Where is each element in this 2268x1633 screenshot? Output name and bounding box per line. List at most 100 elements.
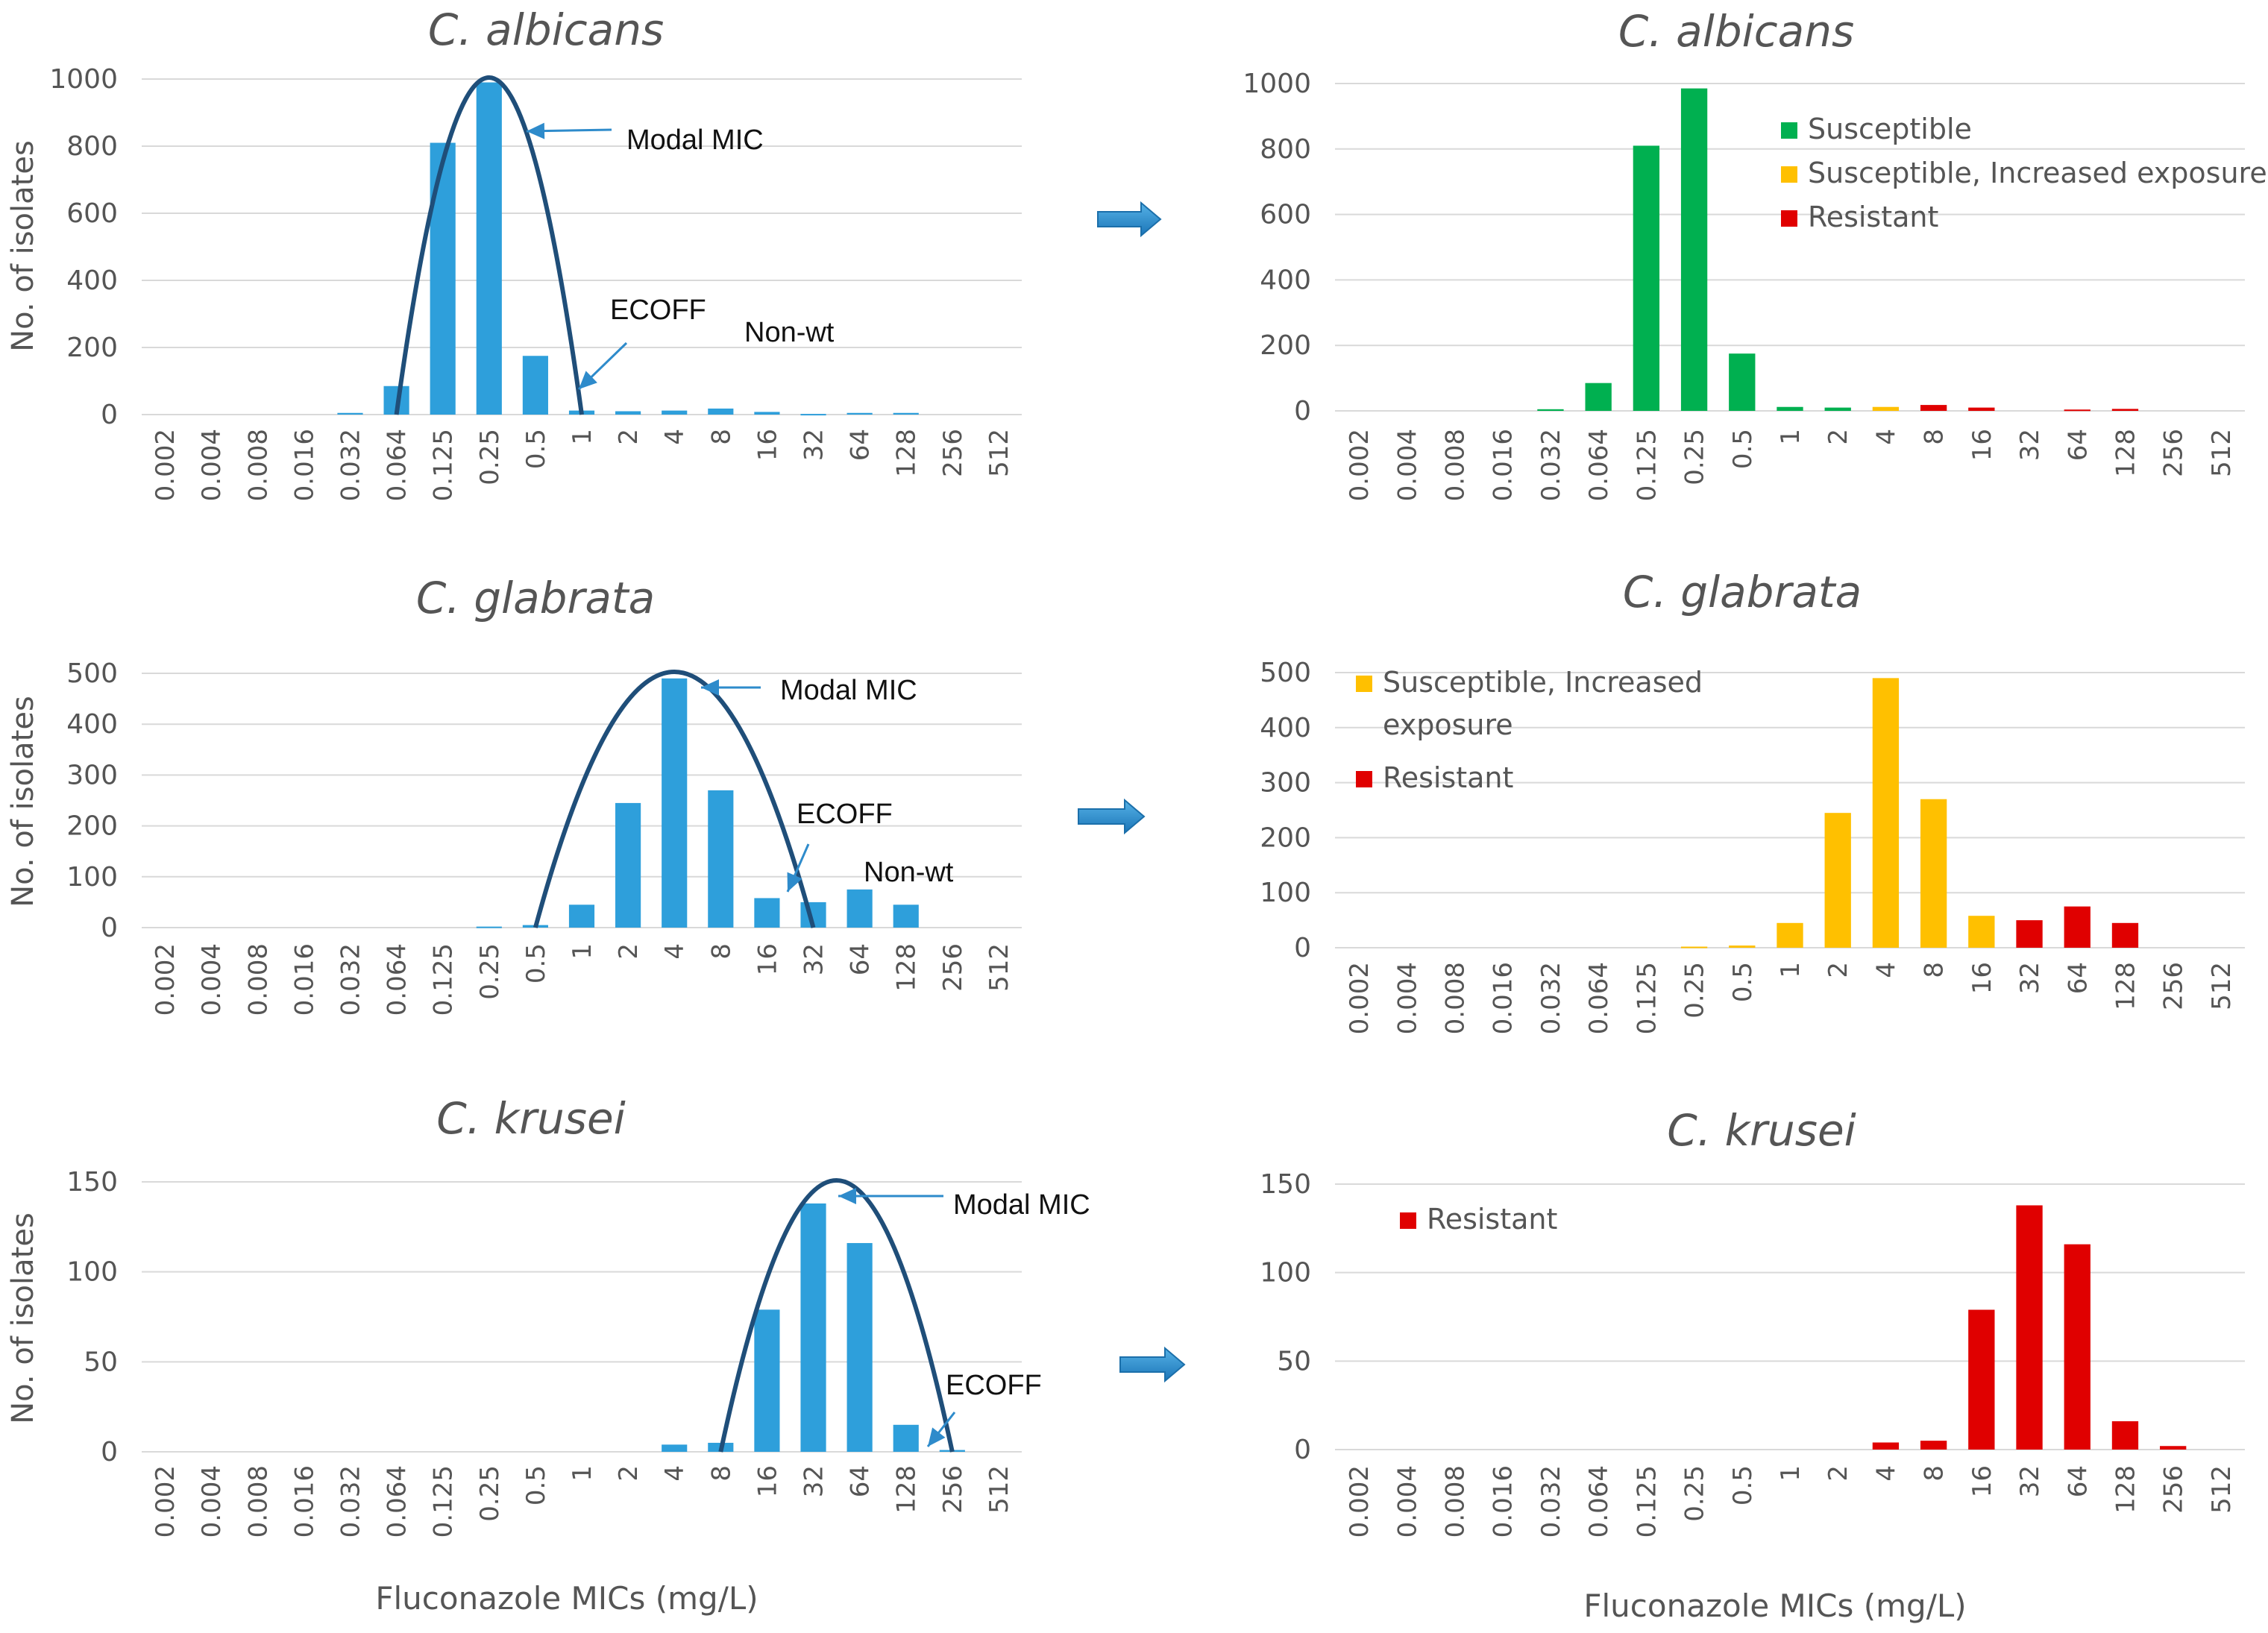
y-tick-label: 300 (1260, 768, 1311, 799)
bar-0.064 (1585, 383, 1612, 411)
y-tick-label: 100 (1260, 878, 1311, 908)
bar-8 (1920, 405, 1947, 411)
x-axis-label: Fluconazole MICs (mg/L) (1583, 1588, 1966, 1624)
y-axis-label: No. of isolates (6, 140, 40, 352)
annotation-label: Modal MIC (780, 675, 917, 706)
bar-8 (1920, 1441, 1947, 1450)
y-tick-label: 400 (1260, 713, 1311, 743)
x-tick-label: 8 (1920, 1465, 1950, 1482)
y-axis-label: No. of isolates (6, 1212, 40, 1424)
y-tick-label: 600 (1260, 200, 1311, 230)
chart-title: C. albicans (428, 4, 664, 55)
bar-128 (893, 1424, 919, 1452)
x-tick-label: 128 (892, 1465, 922, 1514)
x-tick-label: 0.016 (1489, 1465, 1518, 1538)
x-tick-label: 16 (1967, 1465, 1997, 1497)
legend-label: Susceptible (1808, 113, 1972, 145)
x-tick-label: 0.064 (1584, 1465, 1614, 1538)
x-tick-label: 256 (938, 1465, 968, 1514)
legend-label: Resistant (1808, 201, 1938, 233)
x-tick-label: 0.5 (1728, 429, 1758, 469)
bar-64 (2064, 1244, 2090, 1450)
y-tick-label: 150 (1260, 1169, 1311, 1200)
x-tick-label: 0.008 (1441, 1465, 1471, 1538)
bar-4 (1872, 1442, 1900, 1450)
y-tick-label: 300 (66, 760, 118, 790)
bar-128 (893, 412, 919, 415)
x-tick-label: 1 (1776, 962, 1806, 978)
legend-swatch (1356, 676, 1372, 692)
arrowhead-icon (527, 122, 545, 139)
x-tick-label: 1 (1776, 429, 1806, 445)
x-tick-label: 2 (614, 1465, 644, 1482)
chart-glabrata-breakpoints: 0 100 200 300 400 500 0.002 0.004 0.008 0.016 0.03… (1260, 567, 2245, 1034)
chart-title: C. glabrata (416, 573, 655, 623)
chart-albicans-ecoff: 0 200 400 600 800 1000 0.002 0.004 0.008 0.016 0.0… (6, 4, 1022, 501)
x-tick-label: 0.008 (1441, 429, 1471, 501)
x-tick-label: 64 (2063, 429, 2093, 461)
x-tick-label: 0.125 (1632, 1465, 1662, 1538)
annotation-label: Modal MIC (953, 1189, 1090, 1221)
x-tick-label: 256 (2159, 1465, 2189, 1514)
legend-swatch (1781, 210, 1797, 227)
legend-swatch (1781, 166, 1797, 183)
x-tick-label: 64 (846, 943, 876, 975)
x-tick-label: 64 (846, 1465, 876, 1497)
bar-0.5 (522, 356, 548, 415)
x-tick-label: 0.5 (521, 943, 551, 984)
x-tick-label: 0.032 (1536, 1465, 1566, 1538)
chart-title: C. glabrata (1623, 567, 1862, 617)
legend: Susceptible Susceptible, Increased exposu… (1781, 113, 2267, 233)
x-tick-label: 0.004 (197, 943, 227, 1016)
x-tick-label: 0.032 (336, 429, 365, 501)
x-tick-label: 0.064 (1584, 429, 1614, 501)
bar-16 (1968, 407, 1995, 411)
x-tick-label: 0.002 (151, 943, 180, 1016)
x-tick-label: 0.032 (336, 943, 365, 1016)
x-tick-label: 128 (892, 429, 922, 477)
bar-64 (846, 1243, 873, 1452)
legend: Resistant (1400, 1203, 1557, 1236)
x-tick-label: 0.064 (1584, 962, 1614, 1034)
bar-256 (2160, 1446, 2187, 1450)
x-tick-label: 2 (614, 429, 644, 445)
bar-2 (615, 802, 641, 928)
x-tick-label: 256 (2159, 429, 2189, 477)
x-tick-label: 0.064 (383, 1465, 412, 1538)
legend-label: Susceptible, Increased (1383, 666, 1703, 699)
x-tick-label: 0.016 (289, 1465, 319, 1538)
arrowhead-icon (838, 1188, 856, 1204)
chart-glabrata-ecoff: 0 100 200 300 400 500 0.002 0.004 0.008 0.016 0.03… (6, 573, 1022, 1016)
bar-32 (2016, 920, 2043, 948)
x-tick-label: 0.125 (429, 943, 459, 1016)
chart-title: C. krusei (436, 1093, 626, 1144)
bar-0.125 (430, 142, 456, 415)
bar-2 (1824, 407, 1851, 411)
bar-0.032 (337, 412, 363, 415)
y-tick-label: 50 (84, 1347, 118, 1377)
x-tick-label: 32 (2015, 1465, 2045, 1497)
x-tick-label: 0.016 (1489, 429, 1518, 501)
y-tick-label: 200 (1260, 822, 1311, 853)
bar-64 (2064, 906, 2090, 948)
x-tick-label: 32 (2015, 962, 2045, 994)
x-tick-label: 0.008 (243, 429, 273, 501)
x-tick-label: 512 (2207, 1465, 2237, 1514)
arrowhead-icon (701, 679, 719, 696)
y-tick-label: 0 (1294, 396, 1311, 427)
x-tick-label: 0.125 (1632, 962, 1662, 1034)
bar-0.5 (1729, 353, 1756, 411)
x-tick-label: 64 (846, 429, 876, 461)
x-tick-label: 16 (753, 429, 782, 461)
bar-16 (754, 898, 780, 928)
wild-type-curve (394, 75, 584, 415)
x-tick-label: 128 (2111, 1465, 2140, 1514)
x-tick-label: 1 (568, 943, 597, 960)
x-tick-label: 512 (2207, 429, 2237, 477)
x-tick-label: 0.5 (1728, 962, 1758, 1002)
x-tick-label: 512 (984, 943, 1014, 992)
x-tick-label: 8 (1920, 962, 1950, 978)
right-arrow-icon (1119, 1346, 1186, 1383)
x-tick-label: 0.004 (197, 429, 227, 501)
bar-4 (662, 410, 688, 415)
